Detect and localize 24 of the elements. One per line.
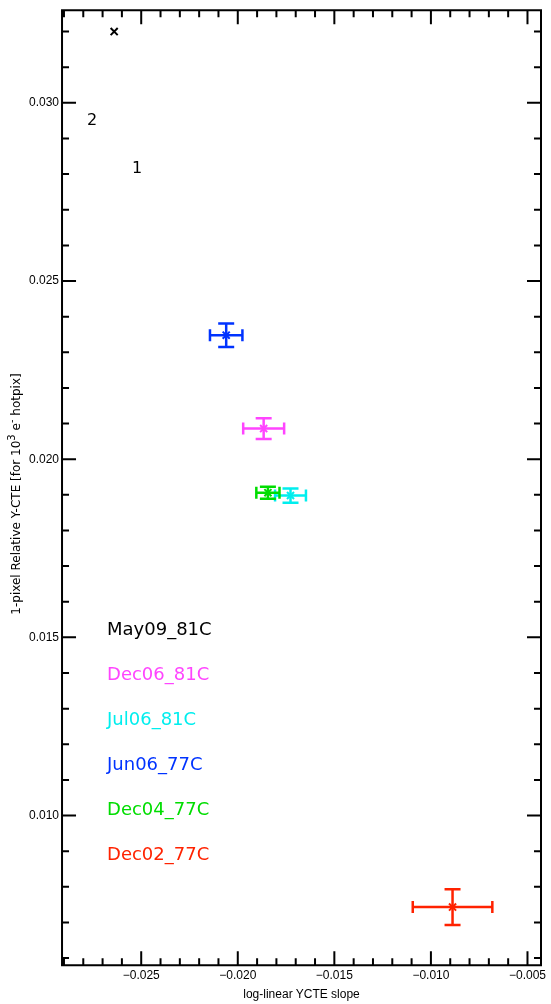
x-axis-title: log-linear YCTE slope (243, 987, 361, 1002)
y-tick-label: 0.020 (29, 451, 60, 466)
x-tick-label: −0.005 (508, 967, 547, 982)
point (281, 487, 300, 504)
text: Dec06_81C (107, 662, 210, 685)
point (109, 27, 119, 37)
text: Jul06_81C (106, 707, 197, 730)
point (448, 902, 458, 912)
y-tick-label: 0.015 (29, 629, 60, 644)
y-tick-label: 0.010 (29, 807, 60, 822)
x-tick-label: −0.020 (219, 967, 257, 982)
y-tick-label: 0.030 (29, 95, 60, 110)
annotation: 1 (131, 158, 143, 178)
text: Jun06_77C (106, 752, 203, 775)
x-tick-label: −0.015 (315, 967, 354, 982)
y-tick-label: 0.025 (29, 273, 60, 288)
text: May09_81C (107, 617, 212, 640)
annotation: 2 (86, 110, 98, 130)
point (259, 424, 269, 434)
point (221, 330, 231, 340)
x-tick-label: −0.010 (412, 967, 450, 982)
text: Dec02_77C (107, 842, 210, 865)
text: Dec04_77C (107, 797, 210, 820)
x-tick-label: −0.025 (122, 967, 161, 982)
